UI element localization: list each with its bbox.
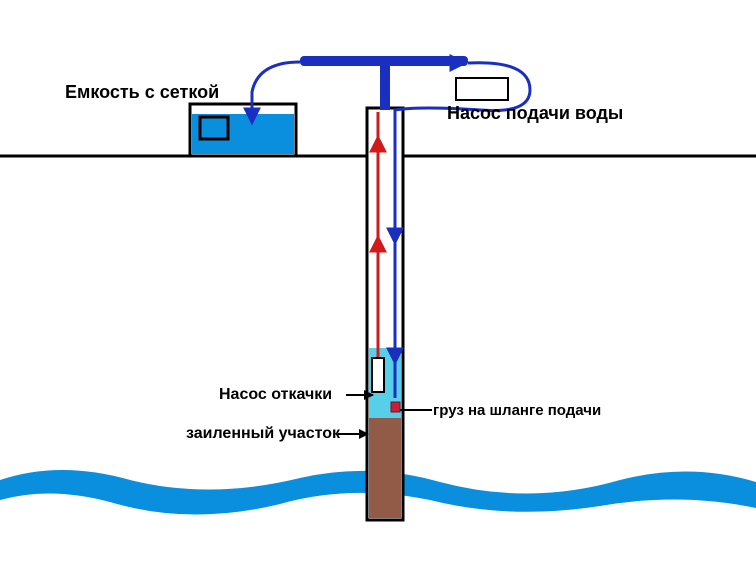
discharge-to-tank (252, 62, 300, 120)
supply-pump-box (456, 78, 508, 100)
label-silted-area: заиленный участок (186, 425, 340, 443)
well (367, 108, 403, 520)
label-tank-with-filter: Емкость с сеткой (65, 82, 219, 103)
label-pump-out: Насос откачки (219, 386, 332, 404)
submersible-pump (372, 358, 384, 392)
silted-section (369, 418, 401, 518)
supply-weight (391, 402, 400, 412)
label-weight-on-hose: груз на шланге подачи (433, 402, 601, 419)
label-supply-pump: Насос подачи воды (447, 103, 623, 124)
tank-container (190, 104, 296, 156)
